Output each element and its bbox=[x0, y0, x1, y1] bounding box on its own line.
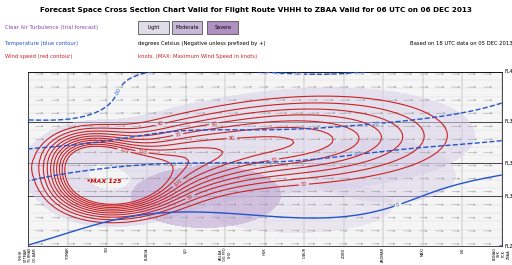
Text: FL450: FL450 bbox=[504, 69, 512, 74]
Text: 70: 70 bbox=[175, 131, 182, 138]
Text: 100: 100 bbox=[173, 178, 183, 187]
Text: Moderate: Moderate bbox=[175, 25, 199, 30]
Text: degrees Celsius (Negative unless prefixed by +): degrees Celsius (Negative unless prefixe… bbox=[138, 41, 266, 46]
Text: FL340: FL340 bbox=[504, 161, 512, 166]
Text: IOBUR: IOBUR bbox=[303, 247, 306, 258]
Text: Based on 18 UTC data on 05 DEC 2013: Based on 18 UTC data on 05 DEC 2013 bbox=[410, 41, 512, 46]
Text: 50: 50 bbox=[186, 193, 194, 200]
Text: 110: 110 bbox=[137, 149, 147, 155]
Text: FL300: FL300 bbox=[504, 194, 512, 199]
Text: MAXI: MAXI bbox=[421, 247, 425, 256]
Text: knots. (MAX: Maximum Wind Speed in knots): knots. (MAX: Maximum Wind Speed in knots… bbox=[138, 55, 258, 59]
Text: VHHH
07TMAR
TG BRAS
GO-BAM: VHHH 07TMAR TG BRAS GO-BAM bbox=[19, 247, 37, 263]
Text: Forecast Space Cross Section Chart Valid for Flight Route VHHH to ZBAA Valid for: Forecast Space Cross Section Chart Valid… bbox=[40, 7, 472, 13]
Text: Wind speed (red contour): Wind speed (red contour) bbox=[5, 55, 73, 59]
Text: -30: -30 bbox=[114, 87, 122, 96]
Text: -20: -20 bbox=[372, 121, 380, 126]
Text: HOK: HOK bbox=[263, 247, 267, 255]
Text: 40: 40 bbox=[157, 121, 164, 127]
Text: AKLBA
OG PFO
LHO: AKLBA OG PFO LHO bbox=[219, 247, 232, 261]
Text: LJO: LJO bbox=[184, 247, 188, 253]
Text: 60: 60 bbox=[210, 121, 218, 127]
Text: FL390: FL390 bbox=[504, 119, 512, 124]
Text: *MAX 125: *MAX 125 bbox=[87, 179, 121, 184]
Text: AKOMAR: AKOMAR bbox=[381, 247, 386, 262]
Text: FL240: FL240 bbox=[504, 244, 512, 249]
Text: 90: 90 bbox=[229, 136, 235, 141]
Text: BGNAO
VYK
PCK
ZBAA: BGNAO VYK PCK ZBAA bbox=[493, 247, 510, 260]
Text: Temperature (blue contour): Temperature (blue contour) bbox=[5, 41, 78, 46]
Text: 0: 0 bbox=[396, 202, 400, 208]
Text: BUBDA: BUBDA bbox=[144, 247, 148, 260]
Text: Light: Light bbox=[147, 25, 160, 30]
Text: YIN: YIN bbox=[105, 247, 109, 253]
Text: NG: NG bbox=[460, 247, 464, 253]
Text: 30: 30 bbox=[301, 182, 307, 187]
Text: -10: -10 bbox=[354, 151, 362, 157]
Text: -30: -30 bbox=[294, 71, 302, 77]
Text: ZOBD: ZOBD bbox=[342, 247, 346, 258]
Text: 80: 80 bbox=[270, 157, 278, 163]
Text: Severe: Severe bbox=[214, 25, 231, 30]
Text: 120: 120 bbox=[119, 147, 129, 154]
Text: Clear Air Turbulence (trial forecast): Clear Air Turbulence (trial forecast) bbox=[5, 25, 98, 30]
Text: TOMAR: TOMAR bbox=[66, 247, 70, 260]
